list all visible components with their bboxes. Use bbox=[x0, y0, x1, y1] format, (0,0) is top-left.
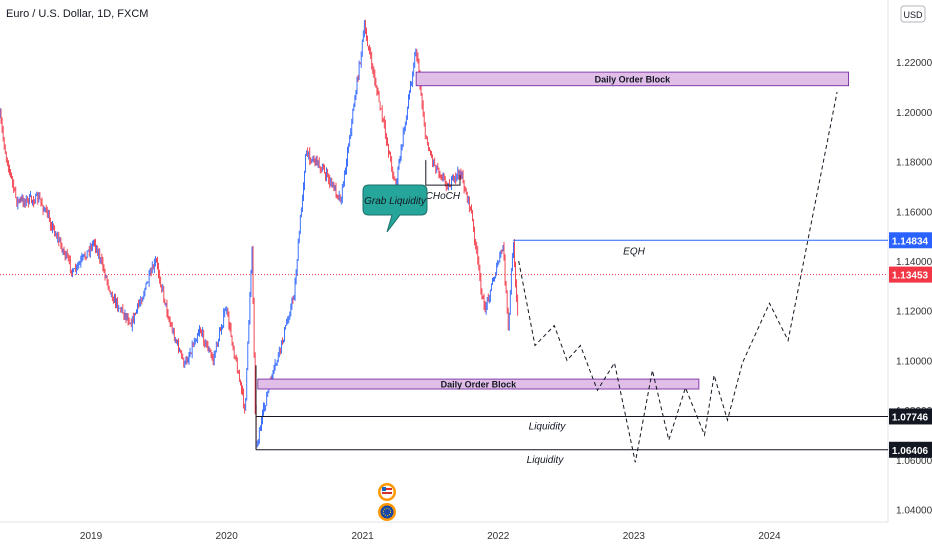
projection-path bbox=[518, 91, 838, 463]
projection-group bbox=[518, 91, 838, 463]
x-tick-label: 2024 bbox=[758, 531, 781, 542]
currency-badge[interactable]: USD bbox=[900, 5, 926, 23]
y-tick-label: 1.22000 bbox=[896, 58, 932, 69]
annotations-group: Daily Order Block Daily Order Block CHoCH E… bbox=[0, 71, 888, 466]
price-tags-group: 1.14834 1.13453 1.07746 1.06406 bbox=[889, 232, 932, 458]
grab-liquidity-bubble[interactable]: Grab Liquidity bbox=[362, 184, 428, 233]
us-flag-icon[interactable] bbox=[378, 483, 396, 501]
liquidity-2-price-tag: 1.06406 bbox=[889, 441, 932, 458]
y-tick-label: 1.16000 bbox=[896, 207, 932, 218]
y-tick-label: 1.06000 bbox=[896, 456, 932, 467]
y-tick-label: 1.10000 bbox=[896, 356, 932, 367]
liquidity-2-label: Liquidity bbox=[527, 455, 565, 466]
y-tick-label: 1.04000 bbox=[896, 506, 932, 517]
y-tick-label: 1.14000 bbox=[896, 257, 932, 268]
plot-area bbox=[0, 0, 888, 522]
y-tick-label: 1.18000 bbox=[896, 158, 932, 169]
y-tick-label: 1.12000 bbox=[896, 307, 932, 318]
currency-label: USD bbox=[903, 10, 923, 20]
choch-bracket bbox=[425, 160, 461, 186]
liquidity-1-price-tag-text: 1.07746 bbox=[892, 412, 929, 423]
current-price-tag: 1.13453 bbox=[889, 266, 932, 283]
x-axis-group: 2019 2020 2021 2022 2023 2024 bbox=[80, 531, 781, 542]
liquidity-2-price-tag-text: 1.06406 bbox=[892, 446, 929, 457]
x-tick-label: 2022 bbox=[487, 531, 510, 542]
eqh-label: EQH bbox=[623, 246, 645, 257]
chart-title: Euro / U.S. Dollar, 1D, FXCM bbox=[6, 8, 148, 20]
order-block-top[interactable] bbox=[415, 71, 850, 87]
choch-label: CHoCH bbox=[426, 191, 461, 202]
x-tick-label: 2019 bbox=[80, 531, 103, 542]
liquidity-1-label: Liquidity bbox=[529, 421, 567, 432]
order-block-bottom-label: Daily Order Block bbox=[441, 380, 518, 390]
eqh-price-tag-text: 1.14834 bbox=[892, 236, 929, 247]
liquidity-1-price-tag: 1.07746 bbox=[889, 408, 932, 425]
x-tick-label: 2021 bbox=[352, 531, 375, 542]
current-price-tag-text: 1.13453 bbox=[892, 271, 929, 282]
eqh-price-tag: 1.14834 bbox=[889, 232, 932, 249]
x-tick-label: 2023 bbox=[623, 531, 646, 542]
eu-flag-icon[interactable] bbox=[378, 503, 396, 521]
y-tick-label: 1.20000 bbox=[896, 108, 932, 119]
grab-liquidity-label: Grab Liquidity bbox=[364, 196, 427, 207]
order-block-top-label: Daily Order Block bbox=[595, 74, 672, 84]
order-block-bottom[interactable] bbox=[257, 378, 700, 390]
candles-group bbox=[0, 19, 519, 449]
x-tick-label: 2020 bbox=[216, 531, 239, 542]
